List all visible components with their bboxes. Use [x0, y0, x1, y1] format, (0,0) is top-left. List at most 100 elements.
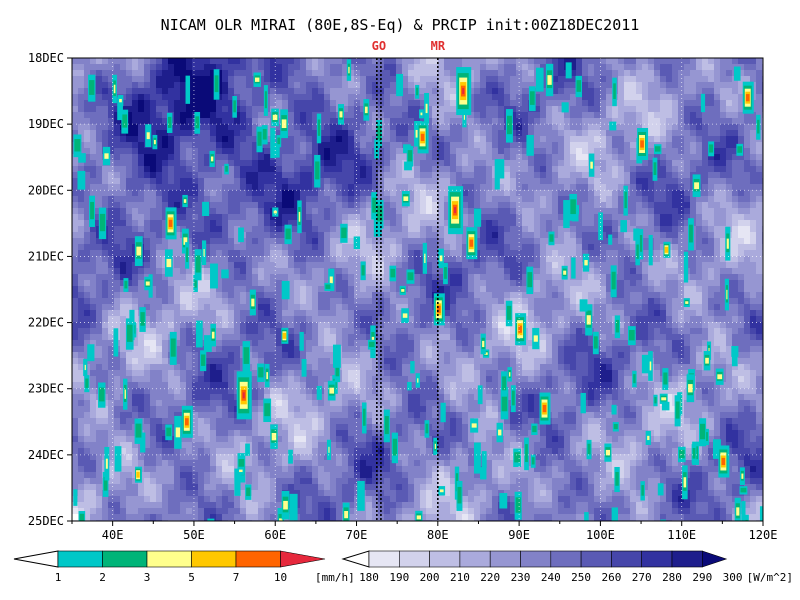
olr-cell: [510, 70, 516, 76]
olr-cell: [312, 256, 318, 262]
olr-cell: [630, 112, 636, 118]
olr-cell: [486, 244, 492, 250]
olr-cell: [360, 310, 366, 316]
olr-cell: [264, 220, 270, 226]
olr-cell: [216, 286, 222, 292]
olr-cell: [540, 214, 546, 220]
olr-cell: [108, 70, 114, 76]
olr-cell: [744, 118, 750, 124]
olr-cell: [492, 58, 498, 64]
olr-cell: [564, 58, 570, 64]
olr-cell: [384, 94, 390, 100]
olr-cell: [138, 304, 144, 310]
olr-cell: [198, 196, 204, 202]
olr-cell: [660, 238, 666, 244]
olr-cell: [384, 154, 390, 160]
olr-cell: [474, 82, 480, 88]
olr-cell: [630, 160, 636, 166]
olr-cell: [606, 274, 612, 280]
olr-cell: [420, 214, 426, 220]
olr-cell: [174, 220, 180, 226]
olr-cell: [120, 172, 126, 178]
olr-cell: [108, 94, 114, 100]
olr-cell: [264, 142, 270, 148]
olr-cell: [552, 172, 558, 178]
olr-cell: [396, 274, 402, 280]
olr-cell: [582, 172, 588, 178]
olr-cell: [306, 148, 312, 154]
olr-cell: [624, 178, 630, 184]
olr-cell: [90, 100, 96, 106]
olr-cell: [720, 298, 726, 304]
olr-cell: [636, 286, 642, 292]
olr-cell: [624, 250, 630, 256]
olr-cell: [534, 220, 540, 226]
olr-cell: [126, 118, 132, 124]
olr-cell: [198, 202, 204, 208]
olr-cell: [462, 298, 468, 304]
olr-cell: [678, 208, 684, 214]
olr-cell: [756, 262, 762, 268]
olr-cell: [702, 256, 708, 262]
olr-cell: [264, 268, 270, 274]
olr-cell: [528, 172, 534, 178]
olr-cell: [204, 70, 210, 76]
olr-cell: [192, 220, 198, 226]
olr-cell: [558, 76, 564, 82]
olr-cell: [462, 58, 468, 64]
olr-cell: [696, 250, 702, 256]
olr-cell: [108, 316, 114, 322]
olr-cell: [600, 148, 606, 154]
olr-cell: [348, 244, 354, 250]
olr-cell: [264, 64, 270, 70]
olr-cell: [558, 304, 564, 310]
olr-cell: [666, 88, 672, 94]
olr-cell: [522, 178, 528, 184]
olr-cell: [438, 166, 444, 172]
olr-cell: [708, 166, 714, 172]
olr-cell: [426, 130, 432, 136]
olr-cell: [174, 178, 180, 184]
olr-cell: [438, 214, 444, 220]
olr-cell: [126, 166, 132, 172]
olr-cell: [426, 244, 432, 250]
olr-cell: [498, 106, 504, 112]
olr-cell: [684, 214, 690, 220]
olr-cell: [756, 214, 762, 220]
olr-cell: [144, 292, 150, 298]
olr-cell: [438, 286, 444, 292]
olr-cell: [228, 70, 234, 76]
olr-cell: [630, 130, 636, 136]
olr-cell: [660, 124, 666, 130]
olr-cell: [690, 70, 696, 76]
olr-cell: [492, 148, 498, 154]
olr-cell: [372, 88, 378, 94]
olr-cell: [594, 226, 600, 232]
olr-cell: [72, 304, 78, 310]
olr-cell: [702, 292, 708, 298]
olr-cell: [480, 226, 486, 232]
olr-cell: [654, 220, 660, 226]
olr-cell: [204, 142, 210, 148]
olr-cell: [678, 64, 684, 70]
olr-cell: [636, 172, 642, 178]
olr-cell: [204, 190, 210, 196]
olr-cell: [630, 94, 636, 100]
olr-cell: [558, 160, 564, 166]
olr-cell: [210, 196, 216, 202]
olr-cell: [636, 196, 642, 202]
olr-cell: [276, 274, 282, 280]
olr-cell: [234, 178, 240, 184]
olr-cell: [150, 112, 156, 118]
olr-cell: [366, 64, 372, 70]
olr-cell: [654, 118, 660, 124]
olr-cell: [138, 70, 144, 76]
olr-cell: [504, 274, 510, 280]
olr-cell: [642, 310, 648, 316]
olr-cell: [384, 298, 390, 304]
olr-cell: [540, 142, 546, 148]
olr-cell: [162, 160, 168, 166]
olr-cell: [420, 184, 426, 190]
olr-cell: [72, 244, 78, 250]
olr-cell: [582, 220, 588, 226]
